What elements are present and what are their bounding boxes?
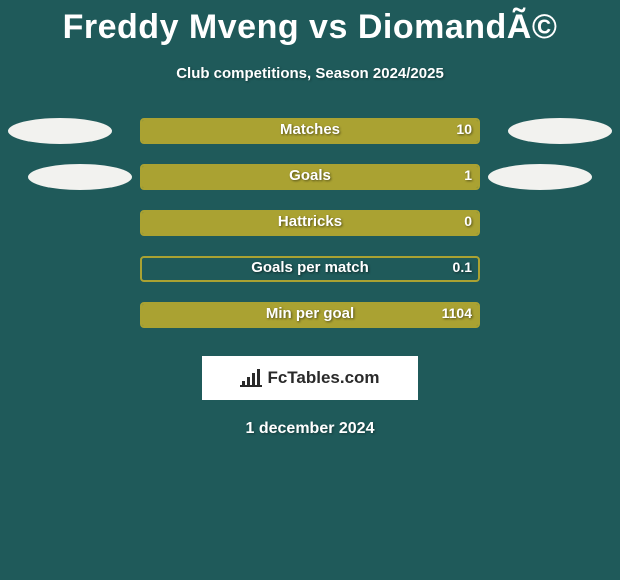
player-right-marker [508,118,612,144]
stat-bar-track [140,302,480,328]
stat-row: Min per goal1104 [0,302,620,348]
brand-label: FcTables.com [267,368,379,388]
comparison-card: Freddy Mveng vs DiomandÃ© Club competiti… [0,0,620,580]
stat-row: Hattricks0 [0,210,620,256]
stat-bar-track [140,118,480,144]
stat-row: Goals1 [0,164,620,210]
brand-badge[interactable]: FcTables.com [202,356,418,400]
stat-row: Goals per match0.1 [0,256,620,302]
player-left-marker [8,118,112,144]
stats-list: Matches10Goals1Hattricks0Goals per match… [0,118,620,348]
player-left-marker [28,164,132,190]
stat-bar-fill [142,166,478,188]
stat-row: Matches10 [0,118,620,164]
stat-bar-track [140,164,480,190]
stat-bar-fill [142,212,478,234]
brand-chart-icon [240,369,262,387]
stat-bar-track [140,210,480,236]
stat-bar-track [140,256,480,282]
date-label: 1 december 2024 [0,420,620,438]
page-subtitle: Club competitions, Season 2024/2025 [0,65,620,82]
stat-bar-fill [142,304,478,326]
page-title: Freddy Mveng vs DiomandÃ© [0,0,620,47]
player-right-marker [488,164,592,190]
stat-bar-fill [142,120,478,142]
